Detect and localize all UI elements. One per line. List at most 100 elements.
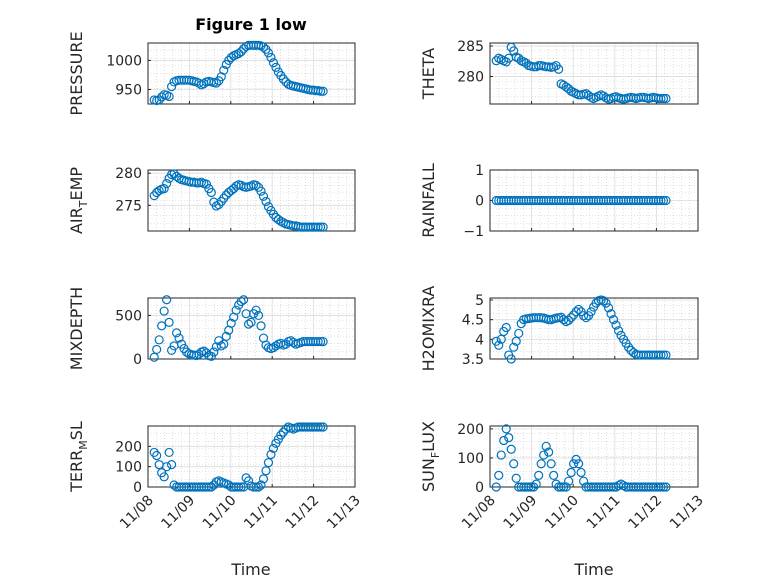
ylabel-3: RAINFALL xyxy=(419,163,438,238)
data-point xyxy=(656,350,666,360)
data-point xyxy=(539,450,549,460)
data-point xyxy=(176,339,187,349)
data-point xyxy=(209,347,219,357)
data-point xyxy=(661,482,671,492)
data-point xyxy=(313,222,323,232)
data-point xyxy=(566,467,576,478)
data-point xyxy=(166,345,177,355)
data-point xyxy=(263,458,274,468)
x-tick-label: 11/13 xyxy=(324,493,364,533)
y-tick-label: 4 xyxy=(475,332,484,348)
data-point xyxy=(236,47,246,57)
data-point xyxy=(658,93,669,104)
data-point xyxy=(658,195,669,206)
data-point xyxy=(661,350,671,360)
data-point xyxy=(501,424,511,434)
data-point xyxy=(258,191,269,201)
data-point xyxy=(318,336,328,347)
data-point xyxy=(159,472,169,482)
data-point xyxy=(226,318,236,328)
data-point xyxy=(278,427,288,437)
y-tick-label: 0 xyxy=(133,480,142,496)
data-point xyxy=(258,42,269,52)
y-tick-label: 1000 xyxy=(106,53,142,69)
data-point xyxy=(501,322,511,333)
data-point xyxy=(266,449,276,460)
data-point xyxy=(166,81,177,92)
data-point xyxy=(316,86,326,96)
data-point xyxy=(174,333,184,343)
x-tick-label: 11/10 xyxy=(542,493,582,533)
data-point xyxy=(541,441,551,451)
panel-rainfall: −1 0 1 RAINFALL xyxy=(419,163,699,240)
data-point xyxy=(246,317,256,327)
data-point xyxy=(162,462,172,472)
x-tick-label: 11/12 xyxy=(625,493,665,533)
y-tick-label: 0 xyxy=(133,352,142,368)
y-tick-label: 280 xyxy=(115,166,142,182)
data-point xyxy=(164,447,174,458)
data-point xyxy=(316,222,326,232)
data-point xyxy=(224,55,234,66)
data-point xyxy=(506,354,516,364)
y-tick-label: 100 xyxy=(457,451,484,467)
data-point xyxy=(491,482,501,492)
ylabel-2: AIRTEMP xyxy=(67,167,90,234)
data-point xyxy=(534,470,544,480)
panel-terr_msl: 0 100 200 TERRMSL 11/08 11/09 11/10 11/11 11/12 1… xyxy=(67,421,364,532)
data-point xyxy=(268,443,279,453)
data-point xyxy=(656,482,666,492)
x-tick-label: 11/10 xyxy=(200,493,240,533)
data-point xyxy=(231,305,241,315)
data-point xyxy=(581,313,591,323)
data-point xyxy=(511,336,521,346)
x-tick-label: 11/11 xyxy=(241,493,281,533)
panel-h2omixra: 3.5 4 4.5 5 H2OMIXRA xyxy=(419,286,699,371)
data-point xyxy=(603,303,614,313)
ylabel-0: PRESSURE xyxy=(67,31,86,115)
data-point xyxy=(263,48,274,58)
axes-box xyxy=(147,169,356,232)
data-point xyxy=(571,454,581,465)
data-point xyxy=(219,65,229,75)
data-point xyxy=(271,62,281,73)
data-point xyxy=(658,482,669,492)
data-point xyxy=(578,311,589,321)
data-point xyxy=(606,309,616,319)
y-tick-label: 950 xyxy=(115,82,142,98)
data-point xyxy=(216,341,226,351)
panel-sun_flux: 0 100 200 SUNFLUX 11/08 11/09 11/10 11/11 11/12 1… xyxy=(419,421,707,532)
data-point xyxy=(162,295,172,305)
y-tick-label: 200 xyxy=(457,422,484,438)
data-point xyxy=(316,336,326,347)
data-point xyxy=(206,351,216,361)
data-point xyxy=(268,58,279,68)
x-tick-label: 11/11 xyxy=(584,493,624,533)
data-point xyxy=(221,331,231,341)
data-point xyxy=(556,482,566,492)
data-point xyxy=(166,460,177,470)
data-point xyxy=(601,298,611,308)
figure-title: Figure 1 low xyxy=(195,15,307,34)
data-point xyxy=(623,342,634,352)
data-point xyxy=(549,470,559,480)
xlabel-left: Time xyxy=(230,560,270,579)
data-point xyxy=(598,296,609,306)
data-point xyxy=(613,326,624,336)
data-point xyxy=(154,95,164,105)
data-point xyxy=(244,476,254,486)
x-tick-label: 11/09 xyxy=(501,493,541,533)
panel-pressure: 950 1000 PRESSURE xyxy=(67,31,356,116)
data-point xyxy=(586,307,596,317)
data-point xyxy=(574,304,584,315)
data-point xyxy=(239,295,249,305)
data-point xyxy=(256,480,266,490)
y-tick-label: 5 xyxy=(475,293,484,309)
data-point xyxy=(266,52,276,63)
data-point xyxy=(152,344,162,355)
data-point xyxy=(499,435,509,446)
data-point xyxy=(569,459,579,469)
data-point xyxy=(656,93,666,104)
data-point xyxy=(234,48,244,59)
y-tick-label: 1 xyxy=(475,163,484,179)
